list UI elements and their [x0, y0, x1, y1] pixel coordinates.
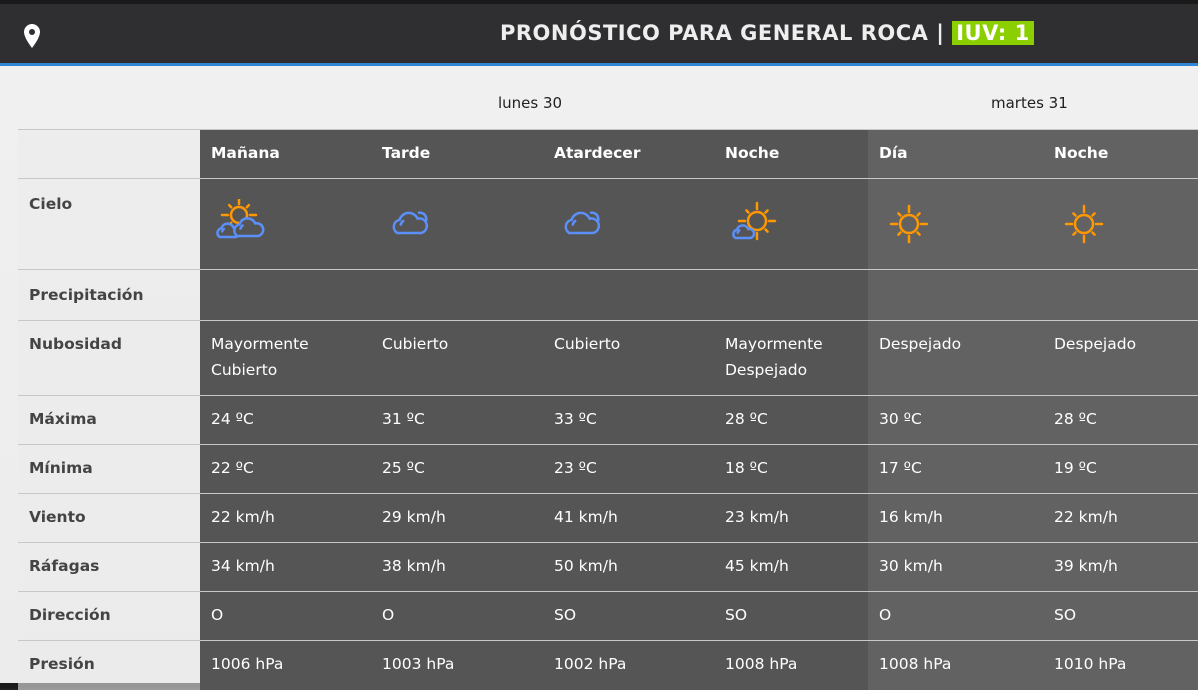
max-cell: 33 ºC	[543, 395, 714, 445]
precip-cell	[868, 269, 1043, 321]
sky-cell	[543, 178, 714, 270]
direccion-cell: SO	[714, 591, 868, 641]
row-max: Máxima 24 ºC 31 ºC 33 ºC 28 ºC 30 ºC 28 ºC	[18, 395, 1198, 445]
direccion-cell: O	[200, 591, 371, 641]
period-header: Noche	[1043, 129, 1198, 179]
rafagas-cell: 34 km/h	[200, 542, 371, 592]
row-label-nubosidad: Nubosidad	[18, 320, 200, 396]
period-header: Mañana	[200, 129, 371, 179]
viento-cell: 23 km/h	[714, 493, 868, 543]
header-bar: PRONÓSTICO PARA GENERAL ROCA | IUV: 1	[0, 4, 1198, 66]
rafagas-cell: 45 km/h	[714, 542, 868, 592]
row-label-presion: Presión	[18, 640, 200, 690]
direccion-cell: O	[868, 591, 1043, 641]
nubosidad-cell: Mayormente Cubierto	[200, 320, 371, 396]
rafagas-cell: 38 km/h	[371, 542, 543, 592]
precip-cell	[200, 269, 371, 321]
presion-cell: 1008 hPa	[868, 640, 1043, 690]
row-label-cielo: Cielo	[18, 178, 200, 270]
nubosidad-cell: Cubierto	[371, 320, 543, 396]
row-label-precip: Precipitación	[18, 269, 200, 321]
sky-cell	[714, 178, 868, 270]
max-cell: 31 ºC	[371, 395, 543, 445]
sky-cell	[371, 178, 543, 270]
row-label-direccion: Dirección	[18, 591, 200, 641]
row-label-max: Máxima	[18, 395, 200, 445]
row-presion: Presión 1006 hPa 1003 hPa 1002 hPa 1008 hPa 1…	[18, 640, 1198, 690]
direccion-cell: O	[371, 591, 543, 641]
forecast-table: Mañana Tarde Atardecer Noche Día Noche Cielo Pr…	[18, 129, 1198, 690]
viento-cell: 22 km/h	[1043, 493, 1198, 543]
max-cell: 24 ºC	[200, 395, 371, 445]
min-cell: 18 ºC	[714, 444, 868, 494]
sky-cell	[200, 178, 371, 270]
page-title: PRONÓSTICO PARA GENERAL ROCA | IUV: 1	[500, 21, 1034, 45]
precip-cell	[371, 269, 543, 321]
nubosidad-cell: Mayormente Despejado	[714, 320, 868, 396]
viento-cell: 16 km/h	[868, 493, 1043, 543]
viento-cell: 41 km/h	[543, 493, 714, 543]
presion-cell: 1008 hPa	[714, 640, 868, 690]
sky-cell	[868, 178, 1043, 270]
row-viento: Viento 22 km/h 29 km/h 41 km/h 23 km/h 16 km/…	[18, 493, 1198, 543]
mostly-clear-icon	[732, 201, 777, 241]
precip-cell	[543, 269, 714, 321]
rafagas-cell: 30 km/h	[868, 542, 1043, 592]
sun-icon	[889, 204, 929, 244]
nubosidad-cell: Despejado	[1043, 320, 1198, 396]
precip-cell	[1043, 269, 1198, 321]
direccion-cell: SO	[1043, 591, 1198, 641]
row-label-viento: Viento	[18, 493, 200, 543]
min-cell: 22 ºC	[200, 444, 371, 494]
presion-cell: 1003 hPa	[371, 640, 543, 690]
viento-cell: 22 km/h	[200, 493, 371, 543]
partly-cloudy-icon	[216, 196, 265, 239]
period-header: Noche	[714, 129, 868, 179]
forecast-title: PRONÓSTICO PARA GENERAL ROCA |	[500, 21, 945, 45]
max-cell: 28 ºC	[714, 395, 868, 445]
sun-icon	[1064, 204, 1104, 244]
row-min: Mínima 22 ºC 25 ºC 23 ºC 18 ºC 17 ºC 19 ºC	[18, 444, 1198, 494]
nubosidad-cell: Despejado	[868, 320, 1043, 396]
direccion-cell: SO	[543, 591, 714, 641]
min-cell: 17 ºC	[868, 444, 1043, 494]
presion-cell: 1002 hPa	[543, 640, 714, 690]
period-header: Atardecer	[543, 129, 714, 179]
cloudy-icon	[392, 211, 429, 235]
uv-index-badge: IUV: 1	[952, 21, 1034, 45]
min-cell: 23 ºC	[543, 444, 714, 494]
nubosidad-cell: Cubierto	[543, 320, 714, 396]
rafagas-cell: 39 km/h	[1043, 542, 1198, 592]
max-cell: 28 ºC	[1043, 395, 1198, 445]
day-label-lunes: lunes 30	[498, 94, 563, 112]
min-cell: 19 ºC	[1043, 444, 1198, 494]
period-header: Tarde	[371, 129, 543, 179]
row-label-	[18, 129, 200, 179]
min-cell: 25 ºC	[371, 444, 543, 494]
sky-cell	[1043, 178, 1198, 270]
location-pin-icon[interactable]	[22, 23, 42, 49]
row-rafagas: Ráfagas 34 km/h 38 km/h 50 km/h 45 km/h 30 km…	[18, 542, 1198, 592]
row-label-min: Mínima	[18, 444, 200, 494]
presion-cell: 1006 hPa	[200, 640, 371, 690]
max-cell: 30 ºC	[868, 395, 1043, 445]
viento-cell: 29 km/h	[371, 493, 543, 543]
period-header: Día	[868, 129, 1043, 179]
row-precip: Precipitación	[18, 269, 1198, 321]
precip-cell	[714, 269, 868, 321]
presion-cell: 1010 hPa	[1043, 640, 1198, 690]
rafagas-cell: 50 km/h	[543, 542, 714, 592]
row-label-rafagas: Ráfagas	[18, 542, 200, 592]
row-nubosidad: Nubosidad Mayormente Cubierto Cubierto Cubi…	[18, 320, 1198, 396]
cloudy-icon	[564, 211, 601, 235]
row-direccion: Dirección O O SO SO O SO	[18, 591, 1198, 641]
day-label-martes: martes 31	[991, 94, 1068, 112]
